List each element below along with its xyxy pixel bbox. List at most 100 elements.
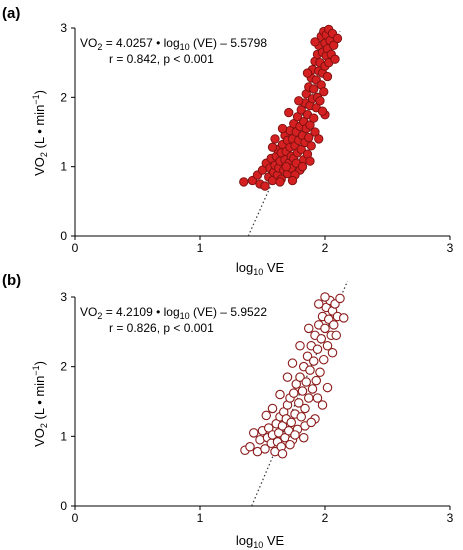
data-point	[306, 141, 316, 151]
data-point	[261, 410, 271, 421]
panel-b: (b) VO2 = 4.2109 • log10 (VE) – 5.9522 r…	[2, 272, 454, 550]
data-point	[287, 358, 298, 368]
data-point	[309, 84, 319, 94]
data-point	[305, 365, 315, 375]
y-tick-label: 2	[60, 360, 67, 374]
data-point	[328, 320, 339, 330]
regression-line	[251, 280, 349, 507]
y-tick-label: 3	[60, 290, 67, 304]
data-point	[319, 87, 329, 97]
data-point	[315, 96, 325, 106]
data-point	[335, 293, 345, 304]
panel-label: (b)	[2, 272, 21, 289]
x-tick-label: 2	[322, 241, 329, 255]
data-point	[249, 428, 259, 438]
data-point	[303, 323, 314, 334]
data-point	[302, 351, 313, 361]
data-point	[322, 71, 333, 82]
data-point	[314, 134, 324, 144]
data-point	[295, 372, 305, 382]
data-point	[338, 313, 349, 323]
data-point	[330, 54, 340, 64]
y-axis-label: VO2 (L • min−1)	[31, 90, 49, 176]
data-point	[327, 347, 338, 358]
stats-text: r = 0.826, p < 0.001	[109, 321, 214, 335]
data-point	[286, 417, 296, 428]
y-axis-label: VO2 (L • min−1)	[31, 361, 49, 447]
equation: VO2 = 4.0257 • log10 (VE) – 5.5798	[80, 36, 267, 52]
data-point	[320, 323, 330, 334]
y-tick-label: 2	[60, 90, 67, 104]
data-point	[296, 412, 306, 422]
data-point	[311, 375, 321, 386]
equation: VO2 = 4.2109 • log10 (VE) – 5.9522	[80, 305, 267, 321]
data-point	[277, 448, 288, 459]
x-tick-label: 3	[447, 511, 454, 525]
data-point	[239, 177, 249, 187]
data-point	[260, 444, 270, 454]
data-point	[302, 68, 313, 78]
y-tick-label: 3	[60, 21, 67, 35]
data-point	[297, 386, 308, 396]
data-point	[332, 33, 343, 44]
y-tick-label: 1	[60, 429, 67, 443]
data-point	[300, 403, 310, 414]
data-point	[305, 156, 315, 166]
data-point	[297, 162, 308, 172]
x-tick-label: 0	[72, 511, 79, 525]
data-point	[285, 439, 295, 450]
y-tick-label: 0	[60, 499, 67, 513]
data-point	[282, 372, 293, 382]
data-point	[320, 292, 330, 302]
x-tick-label: 3	[447, 241, 454, 255]
data-point	[304, 132, 314, 143]
data-point	[322, 382, 333, 393]
data-point	[303, 393, 314, 403]
x-axis-label: log10 VE	[236, 260, 285, 277]
x-axis-label: log10 VE	[236, 533, 285, 550]
data-point	[315, 367, 325, 377]
data-point	[318, 354, 329, 365]
y-tick-label: 1	[60, 160, 67, 174]
panel-a: (a) VO2 = 4.0257 • log10 (VE) – 5.5798 r…	[2, 5, 454, 277]
data-point	[316, 334, 326, 344]
panel-label: (a)	[2, 5, 20, 22]
data-point	[277, 123, 288, 134]
data-point	[260, 181, 270, 191]
y-tick-label: 0	[60, 229, 67, 243]
data-point	[275, 177, 285, 187]
data-point	[309, 113, 319, 123]
data-point	[267, 142, 278, 152]
data-point	[312, 344, 323, 354]
data-point	[307, 384, 318, 394]
data-point	[270, 134, 280, 144]
data-point	[287, 175, 298, 186]
data-point	[310, 37, 320, 47]
data-point	[281, 162, 291, 172]
data-point	[294, 96, 304, 106]
x-tick-label: 0	[72, 241, 79, 255]
data-point	[245, 442, 255, 452]
data-point	[301, 377, 311, 387]
data-point	[317, 400, 328, 410]
data-point	[298, 432, 309, 443]
stats-text: r = 0.842, p < 0.001	[109, 52, 214, 66]
data-point	[288, 388, 299, 398]
data-point	[290, 430, 300, 440]
data-point	[275, 389, 285, 400]
data-point	[331, 330, 341, 341]
data-point	[267, 403, 278, 414]
data-point	[295, 341, 305, 351]
data-point	[322, 341, 333, 351]
data-point	[308, 356, 319, 366]
x-tick-label: 2	[322, 511, 329, 525]
data-point	[317, 106, 328, 116]
x-tick-label: 1	[197, 511, 204, 525]
x-tick-label: 1	[197, 241, 204, 255]
data-point	[313, 299, 324, 309]
data-point	[312, 393, 323, 403]
data-point	[293, 398, 304, 408]
data-point	[284, 107, 294, 118]
data-point	[306, 417, 316, 428]
